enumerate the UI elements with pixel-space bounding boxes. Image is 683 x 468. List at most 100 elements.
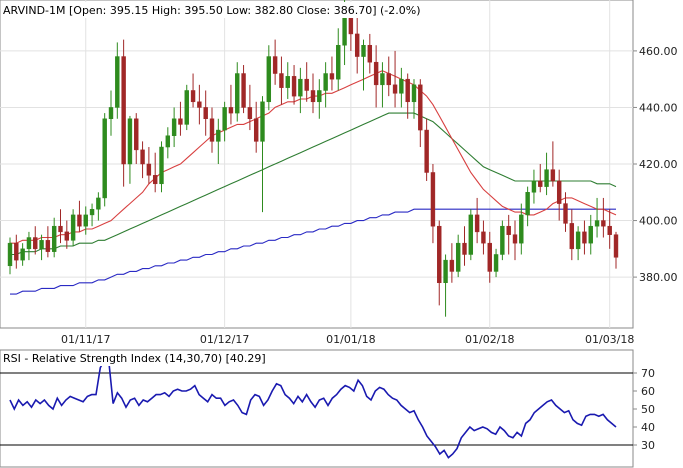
candle-body bbox=[342, 16, 347, 46]
candle bbox=[14, 234, 19, 269]
candle-body bbox=[222, 107, 227, 131]
candle-body bbox=[77, 214, 82, 227]
price-ytick-label: 460.00 bbox=[639, 45, 678, 58]
candle-body bbox=[424, 129, 429, 173]
candle bbox=[411, 79, 417, 119]
price-title-bg bbox=[1, 2, 425, 18]
candle-body bbox=[481, 231, 486, 244]
candle-body bbox=[493, 254, 499, 272]
price-chart-title: ARVIND-1M [Open: 395.15 High: 395.50 Low… bbox=[3, 4, 421, 17]
candle bbox=[525, 186, 530, 227]
candle-body bbox=[20, 248, 25, 261]
candle bbox=[140, 141, 145, 179]
candle bbox=[531, 169, 537, 204]
candle-body bbox=[373, 61, 379, 86]
candle bbox=[512, 220, 518, 261]
candle bbox=[380, 62, 385, 108]
candle bbox=[317, 79, 322, 119]
candle-body bbox=[197, 101, 202, 108]
candle-body bbox=[367, 44, 373, 63]
candle bbox=[203, 90, 208, 136]
candle bbox=[550, 141, 556, 187]
candle bbox=[83, 206, 88, 235]
candle-body bbox=[418, 84, 423, 131]
candle bbox=[26, 231, 32, 261]
candle-body bbox=[152, 175, 158, 185]
candle bbox=[418, 79, 423, 148]
candle-body bbox=[70, 214, 76, 241]
candle bbox=[33, 226, 38, 255]
candle bbox=[51, 217, 57, 258]
candle-body bbox=[190, 90, 196, 103]
candle bbox=[487, 231, 492, 283]
candle bbox=[58, 209, 63, 244]
candle-body bbox=[613, 234, 619, 258]
candle-body bbox=[285, 76, 290, 88]
candle-body bbox=[354, 33, 360, 57]
candle bbox=[601, 197, 606, 238]
candle-body bbox=[171, 118, 177, 136]
candle-body bbox=[178, 118, 183, 125]
candle-body bbox=[531, 180, 537, 193]
candle bbox=[399, 67, 404, 108]
candle bbox=[20, 243, 25, 266]
candle bbox=[241, 65, 246, 114]
candle-body bbox=[525, 192, 530, 216]
candle bbox=[468, 209, 474, 261]
price-ytick-label: 400.00 bbox=[639, 215, 678, 228]
candle-body bbox=[443, 259, 448, 284]
candle-body bbox=[241, 73, 246, 108]
candle-body bbox=[228, 107, 234, 114]
candle bbox=[582, 220, 587, 255]
candle-body bbox=[500, 225, 505, 255]
candle-body bbox=[399, 78, 404, 94]
candle bbox=[134, 113, 139, 164]
candle-body bbox=[14, 242, 19, 261]
candle bbox=[474, 197, 480, 244]
candle bbox=[588, 214, 593, 255]
candle-body bbox=[279, 73, 284, 88]
price-xtick-label: 01/02/18 bbox=[465, 333, 514, 346]
price-ytick-label: 380.00 bbox=[639, 271, 678, 284]
candle-body bbox=[563, 203, 568, 224]
candle-body bbox=[449, 259, 455, 272]
sma-blue-line bbox=[10, 208, 616, 295]
candle bbox=[304, 62, 309, 102]
candle bbox=[102, 113, 107, 207]
candle bbox=[500, 220, 505, 261]
candle bbox=[45, 226, 51, 258]
candle bbox=[323, 62, 328, 108]
candle-body bbox=[594, 220, 600, 227]
candle bbox=[96, 192, 101, 221]
candle-body bbox=[33, 237, 38, 250]
rsi-series bbox=[9, 359, 617, 459]
candle-body bbox=[487, 242, 492, 272]
rsi-ytick-label: 40 bbox=[641, 421, 655, 434]
candle bbox=[449, 243, 455, 283]
candle bbox=[184, 84, 189, 131]
candle bbox=[544, 152, 549, 196]
candle-body bbox=[26, 237, 32, 250]
candle-body bbox=[121, 56, 126, 165]
candle-body bbox=[317, 90, 322, 103]
candle-body bbox=[304, 78, 309, 91]
candle bbox=[607, 209, 612, 249]
candle-body bbox=[83, 214, 88, 227]
candle-body bbox=[235, 73, 240, 114]
candle bbox=[538, 164, 543, 193]
candle bbox=[462, 226, 467, 266]
candle bbox=[291, 65, 297, 105]
candle bbox=[266, 45, 272, 111]
candle-body bbox=[260, 101, 265, 142]
candle-body bbox=[380, 73, 385, 86]
candle-body bbox=[512, 234, 518, 244]
candle bbox=[481, 220, 486, 255]
candle bbox=[279, 56, 284, 105]
candle bbox=[329, 56, 335, 91]
candle bbox=[253, 101, 259, 153]
candle-body bbox=[569, 223, 575, 250]
price-xtick-label: 01/03/18 bbox=[585, 333, 634, 346]
candle-body bbox=[64, 231, 70, 241]
candle bbox=[171, 107, 177, 148]
candle-body bbox=[58, 225, 63, 233]
